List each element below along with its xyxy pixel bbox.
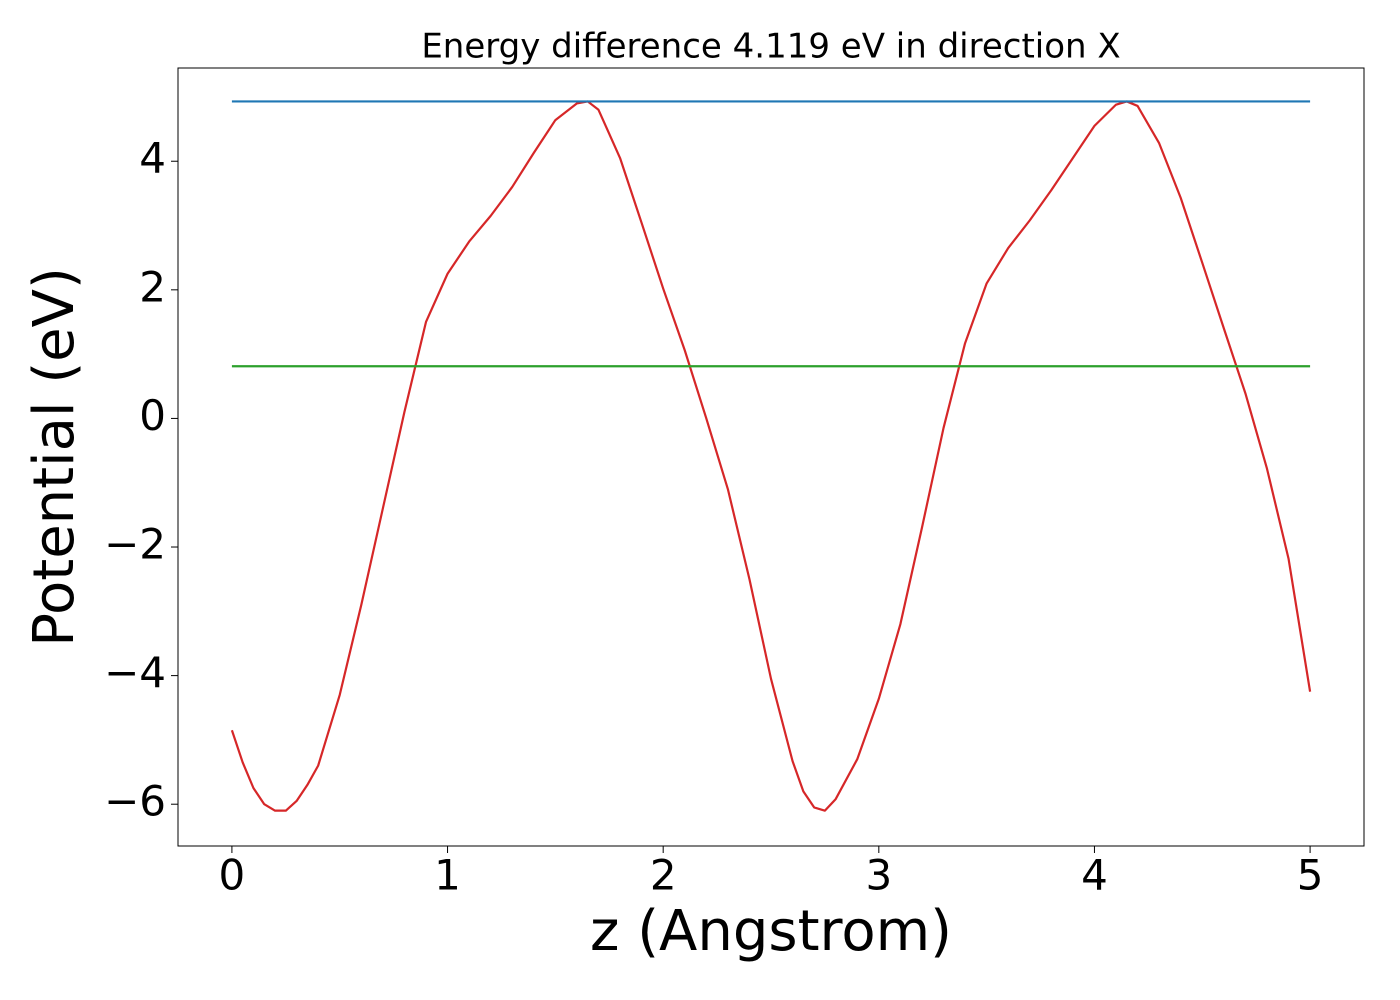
series-line	[230, 100, 1312, 812]
x-axis-label: z (Angstrom)	[590, 899, 952, 964]
y-tick-label: 2	[139, 262, 166, 311]
plot-frame	[177, 67, 1365, 847]
y-tick-label: 4	[139, 134, 166, 183]
y-tick-label: −4	[104, 648, 166, 697]
x-tick-label: 0	[219, 851, 246, 900]
y-tick-label: 0	[139, 391, 166, 440]
y-tick-label: −2	[104, 520, 166, 569]
x-tick-label: 3	[865, 851, 892, 900]
x-tick-label: 5	[1297, 851, 1324, 900]
x-tick-label: 2	[650, 851, 677, 900]
y-axis-label: Potential (eV)	[22, 267, 87, 647]
chart-title: Energy difference 4.119 eV in direction …	[421, 27, 1120, 67]
y-tick-label: −6	[104, 777, 166, 826]
x-tick-label: 1	[434, 851, 461, 900]
x-tick-label: 4	[1081, 851, 1108, 900]
